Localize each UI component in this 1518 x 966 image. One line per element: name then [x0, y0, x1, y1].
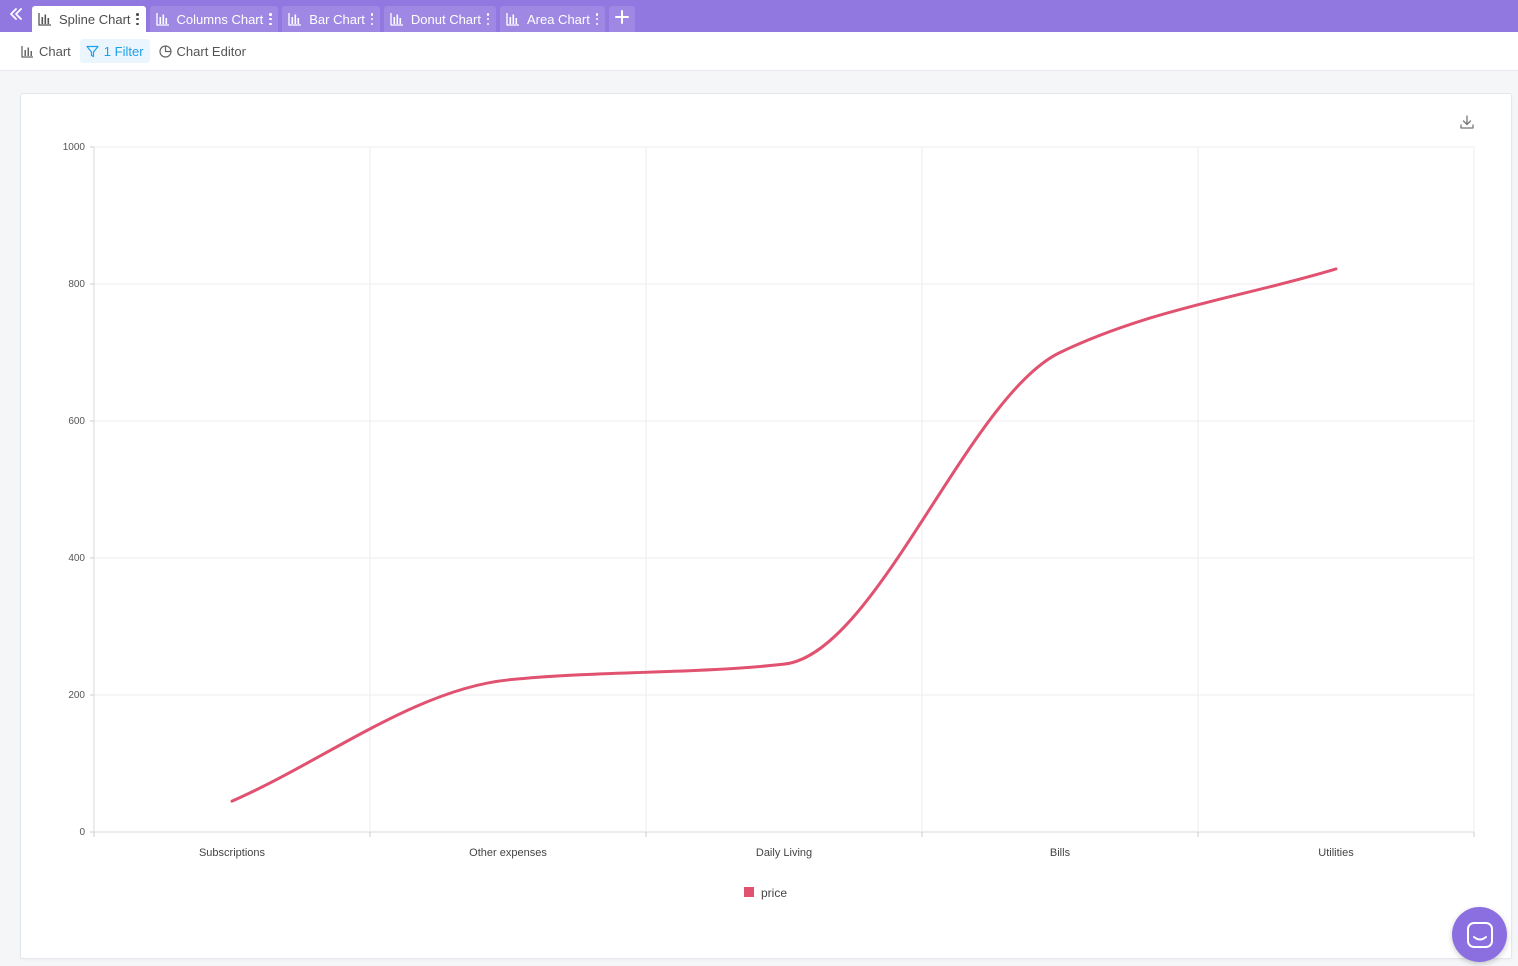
tab-menu-icon[interactable] — [595, 12, 599, 26]
filter-button-label: 1 Filter — [103, 43, 144, 59]
data-point[interactable] — [1054, 347, 1066, 359]
collapse-sidebar-button[interactable] — [0, 0, 32, 32]
tab-spline-chart[interactable]: Spline Chart — [32, 6, 146, 32]
x-tick-label: Utilities — [1318, 847, 1354, 859]
data-point[interactable] — [778, 658, 790, 670]
bar-chart-icon — [21, 45, 39, 58]
bar-chart-icon — [390, 12, 404, 26]
tab-columns-chart[interactable]: Columns Chart — [149, 6, 279, 32]
tab-label: Donut Chart — [410, 11, 481, 27]
data-point[interactable] — [226, 795, 238, 807]
filter-button[interactable]: 1 Filter — [79, 39, 150, 63]
download-icon — [1458, 115, 1476, 135]
x-tick-label: Bills — [1050, 847, 1071, 859]
tab-menu-icon[interactable] — [136, 12, 140, 26]
chart-toolbar: Chart 1 Filter Chart Editor — [0, 32, 1518, 71]
tab-donut-chart[interactable]: Donut Chart — [383, 6, 496, 32]
x-tick-label: Subscriptions — [199, 847, 266, 859]
filter-icon — [86, 45, 104, 58]
tab-bar-chart[interactable]: Bar Chart — [282, 6, 380, 32]
plus-icon — [614, 9, 629, 29]
pie-chart-icon — [158, 44, 177, 58]
add-tab-button[interactable] — [608, 6, 635, 32]
y-tick-label: 200 — [68, 690, 85, 701]
double-chevron-left-icon — [9, 7, 23, 26]
tab-label: Columns Chart — [176, 11, 264, 27]
chat-icon — [1466, 921, 1494, 949]
y-tick-label: 800 — [68, 279, 85, 290]
tab-menu-icon[interactable] — [268, 12, 272, 26]
y-tick-label: 400 — [68, 553, 85, 564]
legend-swatch — [744, 887, 754, 897]
tab-menu-icon[interactable] — [486, 12, 490, 26]
download-button[interactable] — [1458, 113, 1476, 131]
chart-button-label: Chart — [39, 43, 71, 59]
chart-tabs-bar: Spline Chart Columns Chart Bar Chart Donut … — [0, 0, 1518, 32]
bar-chart-icon — [288, 12, 302, 26]
legend-label[interactable]: price — [761, 886, 787, 900]
messenger-launcher-button[interactable] — [1452, 907, 1507, 962]
y-tick-label: 0 — [79, 827, 85, 838]
chart-button[interactable]: Chart — [15, 39, 77, 63]
bar-chart-icon — [38, 12, 52, 26]
bar-chart-icon — [506, 12, 520, 26]
bar-chart-icon — [155, 12, 170, 26]
tab-label: Area Chart — [526, 11, 590, 27]
y-tick-label: 600 — [68, 416, 85, 427]
data-point[interactable] — [502, 674, 514, 686]
chart-card — [20, 93, 1512, 959]
chart-editor-button[interactable]: Chart Editor — [153, 39, 252, 63]
x-tick-label: Other expenses — [469, 847, 547, 859]
x-tick-label: Daily Living — [756, 847, 812, 859]
tab-menu-icon[interactable] — [370, 12, 374, 26]
tab-area-chart[interactable]: Area Chart — [499, 6, 605, 32]
tab-label: Spline Chart — [59, 11, 131, 27]
data-point[interactable] — [1330, 263, 1342, 275]
y-tick-label: 1000 — [63, 142, 86, 153]
tab-label: Bar Chart — [309, 11, 365, 27]
chart-editor-button-label: Chart Editor — [176, 43, 246, 59]
series-line-price[interactable] — [230, 267, 1338, 803]
